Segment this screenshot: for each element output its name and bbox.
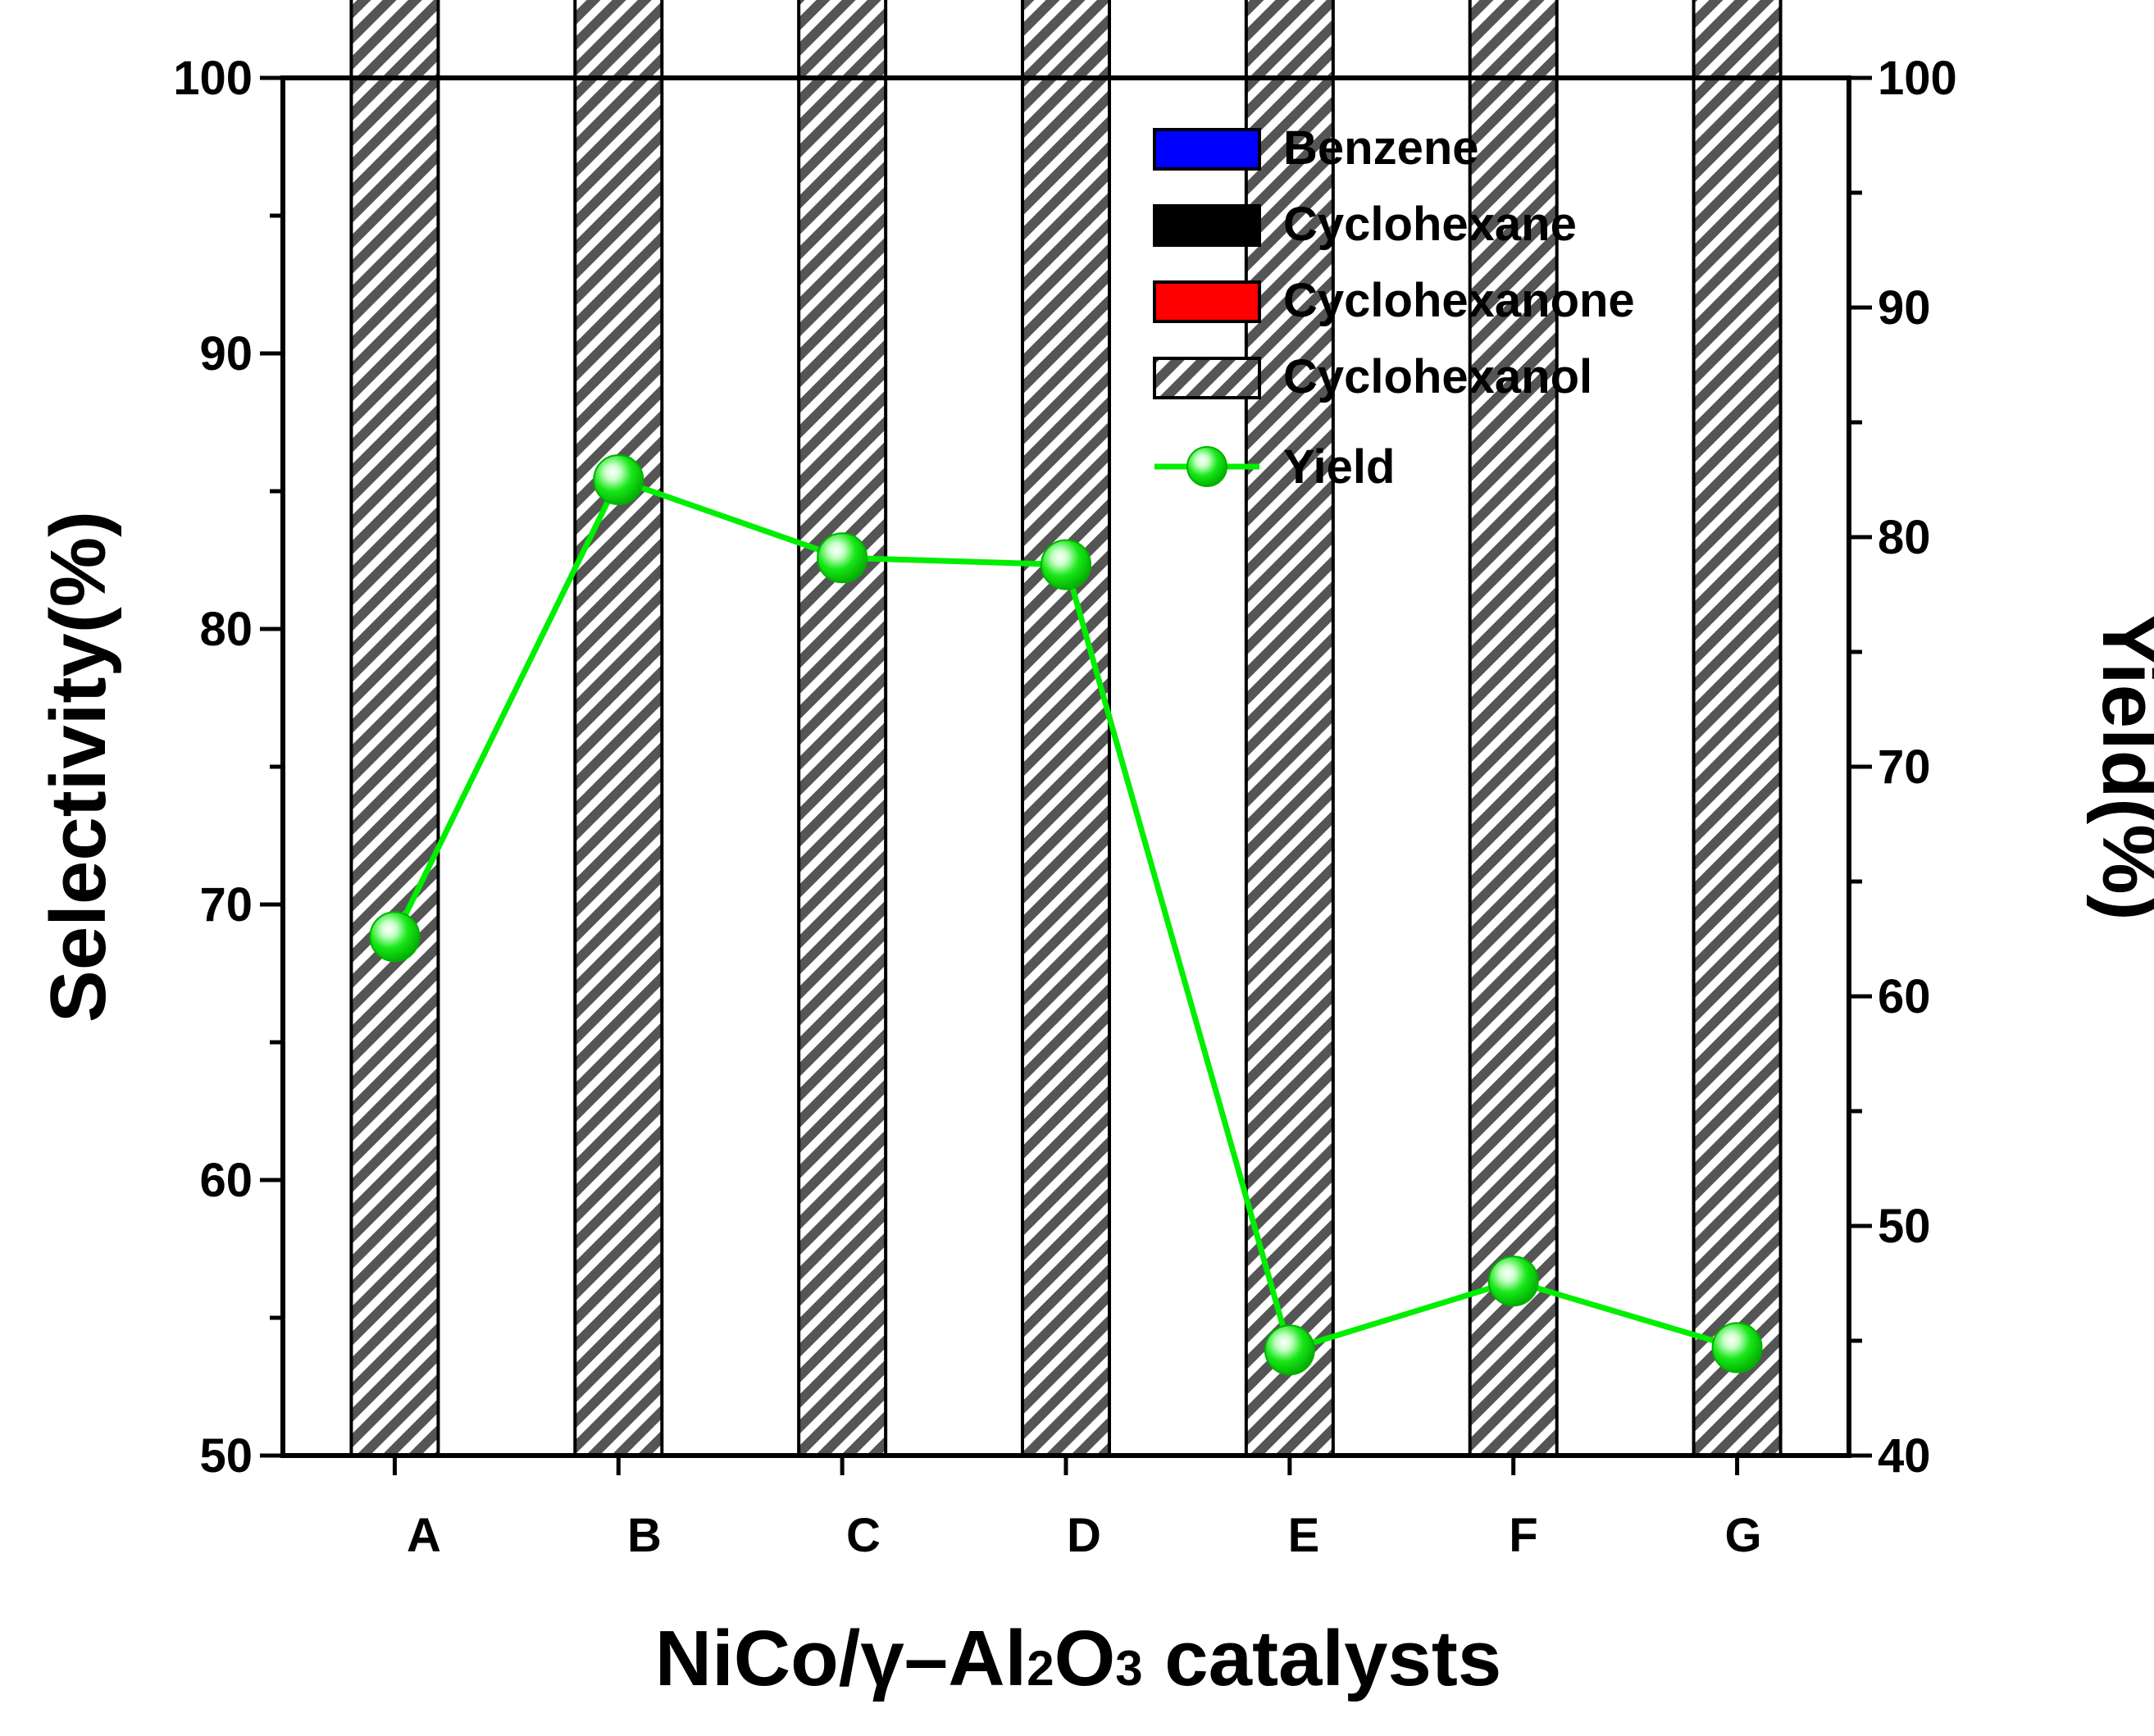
x-axis-tick-labels: A B C D E F G xyxy=(407,1509,1762,1562)
bar-cyclohexanol-A xyxy=(349,0,440,1457)
right-tick-label: 60 xyxy=(1878,970,1931,1023)
bar-cyclohexanol-G xyxy=(1692,0,1783,1457)
yield-point-G xyxy=(1711,1322,1763,1374)
x-tick-label: D xyxy=(1067,1509,1101,1562)
left-tick-label: 70 xyxy=(199,878,253,932)
yield-point-C xyxy=(817,532,868,584)
x-tick-label: B xyxy=(627,1509,662,1562)
right-tick-label: 40 xyxy=(1878,1429,1931,1483)
left-tick-label: 60 xyxy=(199,1154,253,1207)
right-tick-label: 100 xyxy=(1878,52,1957,105)
right-axis-tick-labels: 40 50 60 70 80 90 100 xyxy=(1878,52,1957,1483)
legend: Benzene Cyclohexane Cyclohexanone Cycloh… xyxy=(1153,121,1635,494)
right-tick-label: 70 xyxy=(1878,740,1931,794)
bar-cyclohexanol-B xyxy=(573,0,664,1457)
yield-point-A xyxy=(369,911,421,963)
x-tick-label: E xyxy=(1288,1509,1320,1562)
yield-point-F xyxy=(1487,1255,1539,1307)
legend-label: Cyclohexanone xyxy=(1283,274,1635,327)
legend-swatch-cyclohexanol xyxy=(1153,357,1261,399)
legend-label: Cyclohexanol xyxy=(1283,350,1592,403)
bar-cyclohexanol-D xyxy=(1021,0,1111,1458)
bar-series-group xyxy=(349,0,1783,1458)
x-tick-label: C xyxy=(846,1509,881,1562)
yield-point-E xyxy=(1264,1324,1315,1376)
left-tick-label: 90 xyxy=(199,327,253,380)
bar-cyclohexanol-C xyxy=(797,0,888,1457)
y2-axis-title: Yield(%) xyxy=(2086,613,2154,920)
right-tick-label: 90 xyxy=(1878,281,1931,335)
right-tick-label: 80 xyxy=(1878,511,1931,564)
legend-swatch-cyclohexane xyxy=(1153,204,1261,247)
x-axis-title: NiCo/γ–Al2O3 catalysts xyxy=(655,1615,1501,1702)
x-axis-title-subscript: 3 xyxy=(1115,1641,1142,1696)
x-axis-title-subscript: 2 xyxy=(1027,1641,1054,1696)
x-axis-title-part: NiCo/γ–Al xyxy=(655,1615,1027,1702)
left-tick-label: 50 xyxy=(199,1429,253,1483)
yield-point-D xyxy=(1041,539,1091,590)
right-tick-label: 50 xyxy=(1878,1200,1931,1253)
x-axis-title-part: catalysts xyxy=(1143,1615,1502,1702)
legend-yield-marker xyxy=(1186,446,1227,487)
left-tick-label: 100 xyxy=(173,52,253,105)
yield-point-B xyxy=(593,454,644,505)
x-tick-label: A xyxy=(407,1509,441,1562)
x-tick-label: G xyxy=(1724,1509,1761,1562)
legend-label: Yield xyxy=(1283,440,1395,494)
legend-swatch-benzene xyxy=(1153,128,1261,171)
legend-label: Benzene xyxy=(1283,121,1479,175)
legend-label: Cyclohexane xyxy=(1283,198,1577,251)
y-axis-title: Selectivity(%) xyxy=(34,511,122,1023)
x-tick-label: F xyxy=(1509,1509,1537,1562)
left-axis-tick-labels: 50 60 70 80 90 100 xyxy=(173,52,253,1483)
x-axis-title-part: O xyxy=(1054,1615,1116,1702)
bar-cyclohexanol-F xyxy=(1468,0,1559,1457)
tick-marks xyxy=(260,75,1872,1475)
left-tick-label: 80 xyxy=(199,603,253,656)
legend-swatch-cyclohexanone xyxy=(1153,280,1261,323)
yield-line-group xyxy=(369,454,1763,1376)
